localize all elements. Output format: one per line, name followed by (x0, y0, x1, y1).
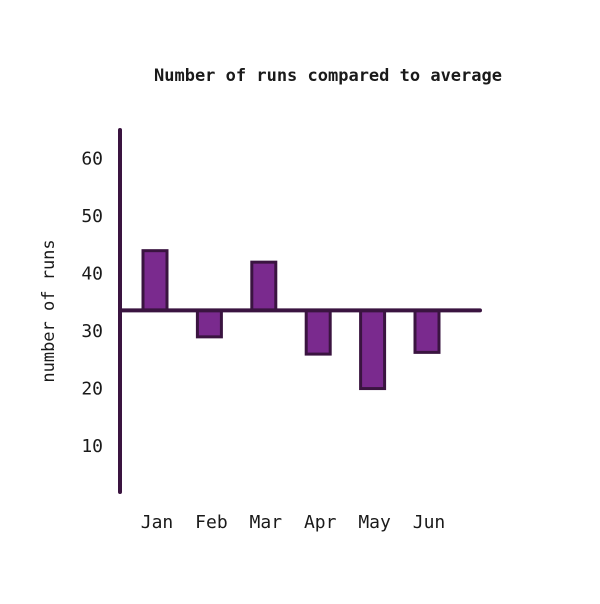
x-tick-label-jan: Jan (141, 512, 174, 533)
x-ticks-layer: Jan Feb Mar Apr May Jun (141, 512, 446, 533)
y-axis-label: number of runs (39, 239, 59, 382)
bars-layer (141, 249, 441, 391)
y-tick-label-20: 20 (81, 379, 103, 400)
x-tick-label-jun: Jun (413, 512, 446, 533)
chart-title: Number of runs compared to average (154, 66, 502, 86)
bar-feb (195, 308, 223, 339)
y-ticks-layer: 10 20 30 40 50 60 (81, 149, 103, 457)
x-tick-label-apr: Apr (304, 512, 337, 533)
y-tick-label-10: 10 (81, 436, 103, 457)
bar-jan (141, 249, 169, 312)
y-tick-label-60: 60 (81, 149, 103, 170)
y-tick-label-30: 30 (81, 321, 103, 342)
x-tick-label-feb: Feb (195, 512, 228, 533)
x-tick-label-mar: Mar (250, 512, 283, 533)
bar-mar (250, 260, 278, 312)
bar-jun (413, 308, 441, 354)
x-tick-label-may: May (358, 512, 391, 533)
bar-apr (304, 308, 332, 356)
y-tick-label-50: 50 (81, 206, 103, 227)
y-tick-label-40: 40 (81, 264, 103, 285)
bar-may (359, 308, 387, 391)
